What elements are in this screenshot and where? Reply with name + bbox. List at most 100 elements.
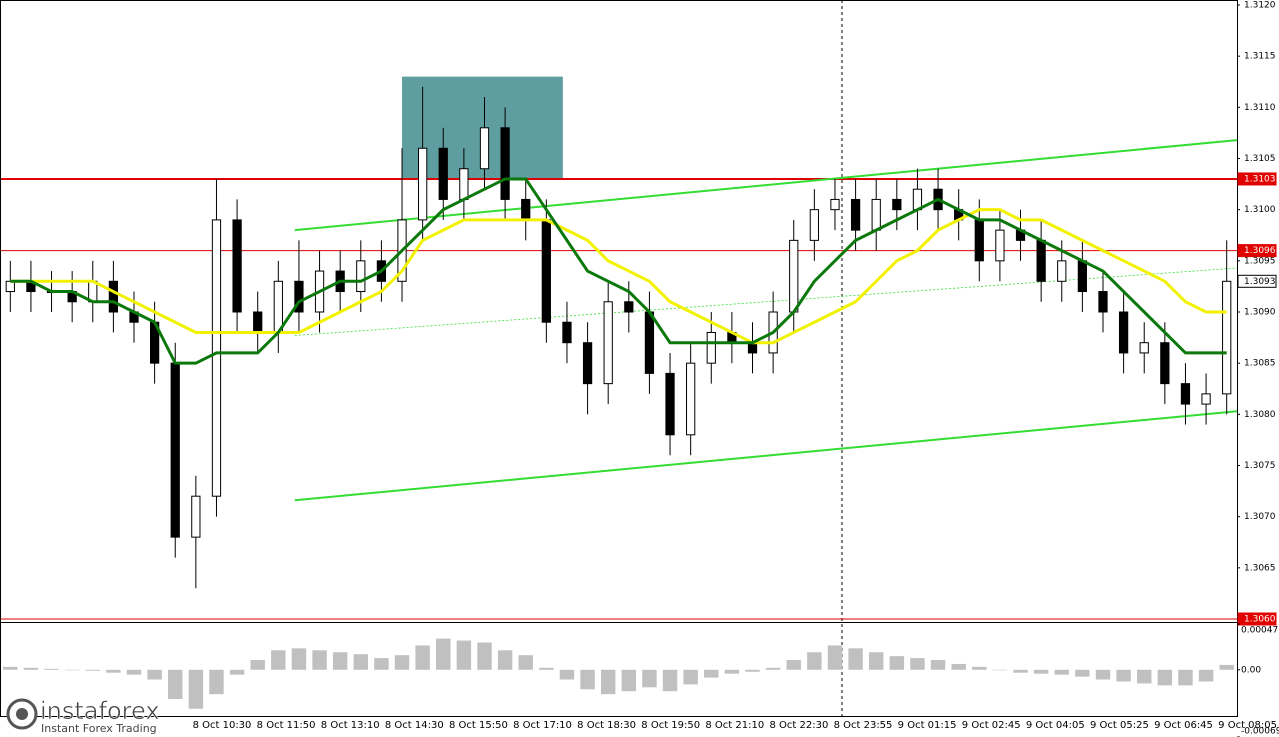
x-tick-label: 9 Oct 08:05 bbox=[1218, 720, 1277, 731]
level-label: 1.3093 bbox=[1244, 277, 1276, 287]
candle-body bbox=[294, 280, 304, 313]
oscillator-bar bbox=[394, 655, 410, 670]
candle-body bbox=[108, 280, 119, 313]
oscillator-bar bbox=[910, 658, 925, 670]
y-tick-label: 1.3095 bbox=[1244, 256, 1276, 266]
oscillator-bar bbox=[951, 663, 966, 670]
candle-body bbox=[706, 331, 716, 364]
oscillator-bar bbox=[662, 669, 678, 692]
candle-body bbox=[995, 229, 1005, 262]
x-tick-label: 9 Oct 06:45 bbox=[1154, 720, 1213, 731]
candle-body bbox=[438, 147, 448, 200]
candle-body bbox=[1036, 239, 1046, 282]
level-tag bbox=[1237, 612, 1277, 626]
candle-body bbox=[809, 209, 819, 241]
oscillator-bar bbox=[188, 669, 204, 709]
y-tick-label: 1.3120 bbox=[1244, 1, 1276, 11]
oscillator-bar bbox=[168, 669, 183, 700]
oscillator-bar bbox=[332, 652, 348, 670]
candle-body bbox=[211, 219, 222, 497]
oscillator-bar bbox=[580, 669, 595, 690]
level-label: 1.3096 bbox=[1244, 246, 1276, 256]
oscillator-bar bbox=[642, 669, 657, 688]
candle-body bbox=[892, 198, 902, 211]
x-tick-label: 8 Oct 17:10 bbox=[513, 720, 572, 731]
oscillator-bar bbox=[1033, 669, 1049, 674]
oscillator-bar bbox=[889, 656, 905, 670]
candle-body bbox=[871, 198, 881, 231]
candle-body bbox=[5, 280, 15, 293]
oscillator-bar bbox=[827, 645, 843, 670]
brand-name: instaforex bbox=[40, 697, 160, 725]
oscillator-bar bbox=[456, 640, 472, 670]
x-tick-label: 9 Oct 05:25 bbox=[1090, 720, 1149, 731]
trendline bbox=[294, 267, 1238, 336]
oscillator-bar bbox=[64, 669, 80, 671]
y2-tick-label: -0.00069 bbox=[1241, 727, 1279, 737]
candle-body bbox=[644, 311, 655, 374]
level-label: 1.3060 bbox=[1244, 615, 1276, 625]
oscillator-bar bbox=[745, 669, 760, 672]
candle-body bbox=[500, 127, 510, 200]
x-tick-label: 8 Oct 11:50 bbox=[257, 720, 316, 731]
oscillator-bar bbox=[704, 669, 719, 678]
oscillator-bar bbox=[1054, 669, 1069, 675]
x-tick-label: 8 Oct 18:30 bbox=[577, 720, 636, 731]
x-tick-label: 9 Oct 04:05 bbox=[1026, 720, 1085, 731]
y-tick-label: 1.3115 bbox=[1244, 52, 1276, 62]
logo-icon-core bbox=[16, 708, 28, 720]
moving-average bbox=[10, 208, 1227, 345]
oscillator-bar bbox=[600, 669, 616, 695]
candle-body bbox=[459, 168, 469, 200]
candle-body bbox=[665, 372, 675, 436]
candle-body bbox=[170, 362, 180, 538]
x-tick-label: 8 Oct 19:50 bbox=[641, 720, 700, 731]
candle-body bbox=[624, 301, 634, 313]
x-tick-label: 8 Oct 23:55 bbox=[834, 720, 893, 731]
y-tick-label: 1.3080 bbox=[1244, 410, 1276, 420]
candle-body bbox=[747, 342, 758, 354]
oscillator-bar bbox=[312, 650, 327, 670]
y-tick-label: 1.3070 bbox=[1244, 512, 1276, 522]
y-tick-label: 1.3085 bbox=[1244, 359, 1276, 369]
oscillator-bar bbox=[1198, 669, 1214, 682]
level-tag bbox=[1237, 172, 1277, 186]
oscillator-bar bbox=[1095, 669, 1111, 680]
oscillator-bar bbox=[23, 667, 39, 670]
oscillator-bar bbox=[3, 666, 18, 670]
oscillator-bar bbox=[436, 638, 451, 670]
candle-body bbox=[479, 127, 490, 170]
candle-body bbox=[1180, 383, 1191, 405]
oscillator-bar bbox=[1116, 669, 1131, 682]
candle-body bbox=[1057, 260, 1067, 282]
oscillator-bar bbox=[271, 650, 286, 670]
y-tick-label: 1.3075 bbox=[1244, 461, 1276, 471]
y-tick-label: 1.3105 bbox=[1244, 154, 1276, 164]
x-tick-label: 8 Oct 22:30 bbox=[769, 720, 828, 731]
y-tick-label: 1.3110 bbox=[1244, 103, 1276, 113]
level-tag bbox=[1237, 244, 1277, 258]
oscillator-bar bbox=[291, 648, 307, 670]
candle-body bbox=[1139, 342, 1149, 354]
candle-body bbox=[830, 198, 840, 211]
oscillator-bar bbox=[1075, 669, 1090, 677]
x-tick-label: 9 Oct 01:15 bbox=[898, 720, 957, 731]
y-tick-label: 1.3100 bbox=[1244, 205, 1276, 215]
candle-body bbox=[974, 219, 984, 262]
candle-body bbox=[232, 219, 242, 313]
trendline bbox=[294, 410, 1238, 502]
oscillator-bar bbox=[1157, 669, 1173, 686]
price-panel bbox=[0, 76, 1238, 620]
candle-body bbox=[253, 311, 263, 333]
x-tick-label: 8 Oct 10:30 bbox=[193, 720, 252, 731]
oscillator-bar bbox=[930, 660, 946, 670]
oscillator-bar bbox=[374, 658, 389, 670]
oscillator-bar bbox=[539, 667, 554, 670]
candle-body bbox=[541, 219, 551, 323]
oscillator-bar bbox=[1178, 669, 1193, 686]
candle-body bbox=[1077, 260, 1087, 293]
y2-tick-label: 0.00 bbox=[1241, 665, 1261, 675]
oscillator-bar bbox=[992, 669, 1008, 671]
candle-body bbox=[191, 495, 201, 538]
